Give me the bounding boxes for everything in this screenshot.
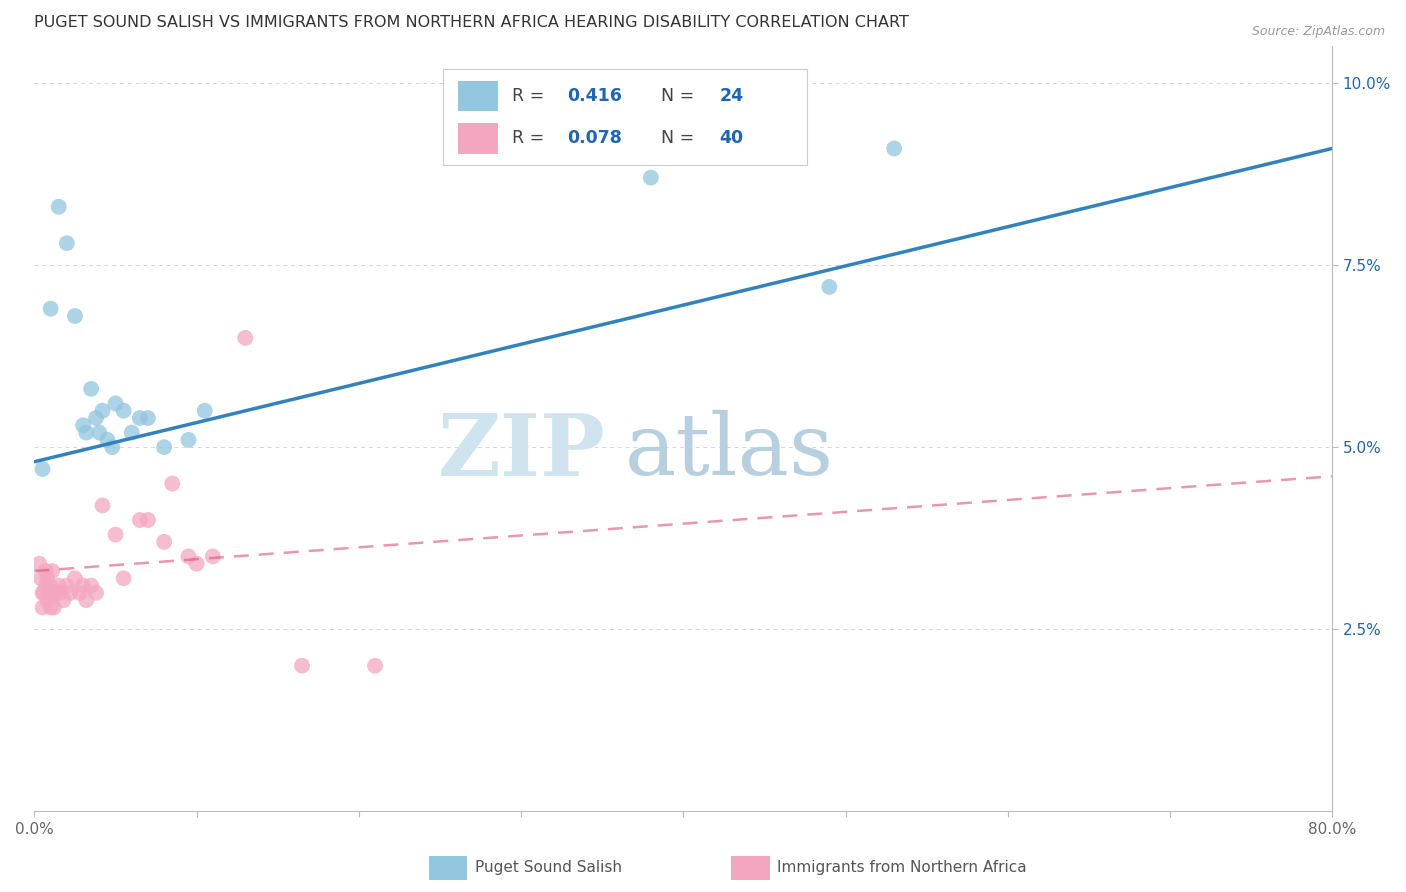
Point bbox=[128, 513, 150, 527]
Point bbox=[84, 411, 107, 425]
Point bbox=[52, 593, 75, 607]
Point bbox=[89, 425, 111, 440]
Point bbox=[233, 331, 256, 345]
Point bbox=[32, 586, 55, 600]
Text: Immigrants from Northern Africa: Immigrants from Northern Africa bbox=[778, 861, 1026, 875]
Point bbox=[91, 403, 114, 417]
Point bbox=[75, 593, 97, 607]
Point bbox=[104, 527, 127, 541]
Point bbox=[177, 549, 200, 564]
Point bbox=[128, 411, 150, 425]
Text: atlas: atlas bbox=[624, 410, 834, 493]
Text: Source: ZipAtlas.com: Source: ZipAtlas.com bbox=[1251, 25, 1385, 38]
Text: ZIP: ZIP bbox=[437, 410, 606, 494]
Point bbox=[186, 557, 208, 571]
Point bbox=[162, 476, 184, 491]
Point bbox=[112, 571, 135, 585]
Point bbox=[41, 564, 63, 578]
Point bbox=[56, 236, 79, 251]
Text: PUGET SOUND SALISH VS IMMIGRANTS FROM NORTHERN AFRICA HEARING DISABILITY CORRELA: PUGET SOUND SALISH VS IMMIGRANTS FROM NO… bbox=[34, 15, 910, 30]
Point bbox=[136, 411, 159, 425]
Point bbox=[153, 440, 176, 454]
Point bbox=[112, 403, 135, 417]
Point bbox=[39, 301, 62, 316]
Point bbox=[39, 600, 62, 615]
Point bbox=[31, 462, 53, 476]
Point bbox=[35, 578, 58, 592]
Point bbox=[80, 382, 103, 396]
Point bbox=[883, 141, 905, 155]
Point bbox=[31, 586, 53, 600]
Point bbox=[59, 586, 82, 600]
Point bbox=[37, 593, 59, 607]
Point bbox=[136, 513, 159, 527]
Point bbox=[201, 549, 224, 564]
Point bbox=[35, 564, 58, 578]
Point bbox=[69, 586, 91, 600]
Point bbox=[80, 578, 103, 592]
Point bbox=[640, 170, 662, 185]
Point bbox=[818, 280, 841, 294]
Point bbox=[42, 600, 65, 615]
Point bbox=[96, 433, 118, 447]
Point bbox=[84, 586, 107, 600]
Bar bbox=[731, 856, 770, 880]
Point bbox=[49, 586, 72, 600]
Point bbox=[48, 200, 70, 214]
Point bbox=[63, 309, 86, 323]
Point bbox=[63, 571, 86, 585]
Point bbox=[37, 571, 59, 585]
Point bbox=[44, 586, 66, 600]
Point bbox=[56, 578, 79, 592]
Point bbox=[72, 578, 94, 592]
Point bbox=[101, 440, 124, 454]
Point bbox=[28, 557, 51, 571]
Point bbox=[104, 396, 127, 410]
Point bbox=[75, 425, 97, 440]
Point bbox=[177, 433, 200, 447]
Point bbox=[291, 658, 314, 673]
Point bbox=[72, 418, 94, 433]
Point bbox=[38, 586, 60, 600]
Point bbox=[48, 578, 70, 592]
Point bbox=[31, 600, 53, 615]
Point bbox=[46, 586, 69, 600]
Point bbox=[39, 578, 62, 592]
Point bbox=[364, 658, 387, 673]
Text: Puget Sound Salish: Puget Sound Salish bbox=[475, 861, 621, 875]
Point bbox=[91, 499, 114, 513]
Point bbox=[194, 403, 217, 417]
Bar bbox=[429, 856, 468, 880]
Point bbox=[153, 534, 176, 549]
Point bbox=[121, 425, 143, 440]
Point bbox=[30, 571, 52, 585]
